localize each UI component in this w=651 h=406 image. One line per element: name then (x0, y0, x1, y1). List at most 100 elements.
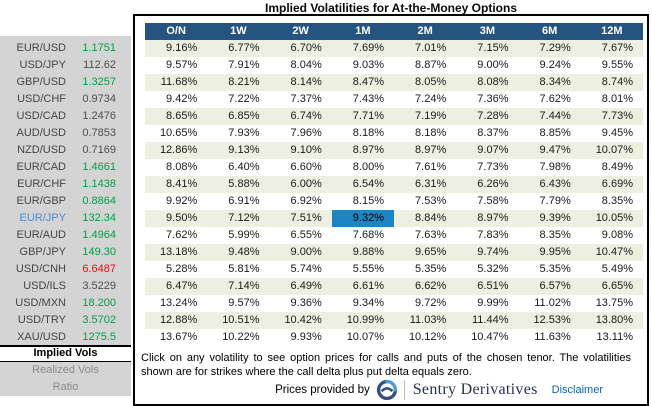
pair-row-usd-try[interactable]: USD/TRY 3.5702 (0, 312, 131, 329)
vol-cell-usd-chf-2m[interactable]: 7.24% (415, 93, 447, 105)
vol-cell-eur-jpy-o-n[interactable]: 9.50% (166, 212, 198, 224)
vol-cell-usd-cnh-2w[interactable]: 5.74% (290, 263, 322, 275)
vol-cell-eur-chf-1w[interactable]: 5.88% (228, 178, 260, 190)
vol-cell-eur-chf-6m[interactable]: 6.43% (539, 178, 571, 190)
tab-ratio[interactable]: Ratio (0, 379, 131, 396)
vol-cell-eur-chf-o-n[interactable]: 8.41% (166, 178, 198, 190)
vol-cell-gbp-jpy-1m[interactable]: 9.88% (352, 246, 384, 258)
vol-cell-eur-chf-2w[interactable]: 6.00% (290, 178, 322, 190)
vol-cell-nzd-usd-1m[interactable]: 8.97% (352, 144, 384, 156)
tab-realized-vols[interactable]: Realized Vols (0, 362, 131, 379)
vol-cell-gbp-usd-3m[interactable]: 8.08% (477, 76, 509, 88)
vol-cell-eur-jpy-2w[interactable]: 7.51% (290, 212, 322, 224)
vol-cell-eur-cad-2m[interactable]: 7.61% (415, 161, 447, 173)
vol-cell-aud-usd-3m[interactable]: 8.37% (477, 127, 509, 139)
vol-cell-usd-ils-1w[interactable]: 7.14% (228, 280, 260, 292)
vol-cell-usd-cad-1m[interactable]: 7.71% (352, 110, 384, 122)
vol-cell-usd-jpy-1m[interactable]: 9.03% (352, 59, 384, 71)
vol-cell-usd-cnh-3m[interactable]: 5.32% (477, 263, 509, 275)
vol-cell-xau-usd-2m[interactable]: 10.12% (408, 331, 447, 343)
vol-cell-eur-usd-3m[interactable]: 7.15% (477, 42, 509, 54)
pair-row-eur-jpy[interactable]: EUR/JPY 132.34 (0, 210, 131, 227)
vol-cell-usd-ils-o-n[interactable]: 6.47% (166, 280, 198, 292)
vol-cell-usd-cnh-o-n[interactable]: 5.28% (166, 263, 198, 275)
vol-cell-gbp-usd-2w[interactable]: 8.14% (290, 76, 322, 88)
pair-row-usd-mxn[interactable]: USD/MXN 18.200 (0, 295, 131, 312)
vol-cell-usd-cnh-1m[interactable]: 5.55% (352, 263, 384, 275)
pair-row-gbp-jpy[interactable]: GBP/JPY 149.30 (0, 244, 131, 261)
vol-cell-gbp-jpy-o-n[interactable]: 13.18% (159, 246, 198, 258)
vol-cell-usd-chf-1m[interactable]: 7.43% (352, 93, 384, 105)
vol-cell-usd-try-o-n[interactable]: 12.88% (159, 314, 198, 326)
vol-cell-nzd-usd-6m[interactable]: 9.47% (539, 144, 571, 156)
vol-cell-usd-try-1w[interactable]: 10.51% (222, 314, 260, 326)
vol-cell-xau-usd-12m[interactable]: 13.11% (596, 331, 634, 343)
vol-cell-usd-jpy-12m[interactable]: 9.55% (601, 59, 633, 71)
vol-cell-usd-mxn-12m[interactable]: 13.75% (595, 297, 633, 309)
vol-cell-usd-mxn-1m[interactable]: 9.34% (352, 297, 384, 309)
vol-cell-eur-cad-3m[interactable]: 7.73% (477, 161, 509, 173)
vol-cell-usd-mxn-o-n[interactable]: 13.24% (159, 297, 198, 309)
vol-cell-usd-jpy-o-n[interactable]: 9.57% (166, 59, 198, 71)
vol-cell-eur-jpy-12m[interactable]: 10.05% (595, 212, 633, 224)
vol-cell-eur-gbp-2m[interactable]: 7.53% (415, 195, 447, 207)
vol-cell-usd-jpy-2m[interactable]: 8.87% (415, 59, 447, 71)
vol-cell-xau-usd-2w[interactable]: 9.93% (290, 331, 322, 343)
vol-cell-xau-usd-1w[interactable]: 10.22% (222, 331, 260, 343)
vol-cell-eur-cad-o-n[interactable]: 8.08% (166, 161, 198, 173)
pair-row-eur-aud[interactable]: EUR/AUD 1.4964 (0, 227, 131, 244)
vol-cell-eur-gbp-6m[interactable]: 7.79% (539, 195, 571, 207)
vol-cell-usd-cnh-1w[interactable]: 5.81% (228, 263, 260, 275)
vol-cell-nzd-usd-12m[interactable]: 10.07% (595, 144, 633, 156)
vol-cell-usd-chf-3m[interactable]: 7.36% (477, 93, 509, 105)
vol-cell-gbp-usd-o-n[interactable]: 11.68% (160, 76, 198, 88)
vol-cell-aud-usd-1w[interactable]: 7.93% (228, 127, 260, 139)
vol-cell-eur-cad-2w[interactable]: 6.60% (290, 161, 322, 173)
vol-cell-eur-chf-12m[interactable]: 6.69% (601, 178, 633, 190)
pair-row-usd-jpy[interactable]: USD/JPY 112.62 (0, 57, 131, 74)
pair-row-aud-usd[interactable]: AUD/USD 0.7853 (0, 125, 131, 142)
vol-cell-gbp-usd-2m[interactable]: 8.05% (415, 76, 447, 88)
vol-cell-usd-chf-12m[interactable]: 8.01% (601, 93, 633, 105)
vol-cell-nzd-usd-3m[interactable]: 9.07% (477, 144, 509, 156)
vol-cell-nzd-usd-1w[interactable]: 9.13% (228, 144, 260, 156)
vol-cell-usd-mxn-2m[interactable]: 9.72% (415, 297, 447, 309)
vol-cell-aud-usd-o-n[interactable]: 10.65% (159, 127, 198, 139)
vol-cell-gbp-jpy-2w[interactable]: 9.00% (290, 246, 322, 258)
vol-cell-usd-jpy-2w[interactable]: 8.04% (290, 59, 322, 71)
vol-cell-aud-usd-1m[interactable]: 8.18% (352, 127, 384, 139)
vol-cell-eur-aud-2m[interactable]: 7.63% (415, 229, 447, 241)
vol-cell-usd-cnh-12m[interactable]: 5.49% (601, 263, 633, 275)
vol-cell-eur-cad-6m[interactable]: 7.98% (539, 161, 571, 173)
vol-cell-eur-usd-6m[interactable]: 7.29% (539, 42, 571, 54)
vol-cell-nzd-usd-2w[interactable]: 9.10% (290, 144, 322, 156)
vol-cell-usd-try-3m[interactable]: 11.44% (472, 314, 509, 326)
vol-cell-eur-usd-2w[interactable]: 6.70% (290, 42, 322, 54)
pair-row-xau-usd[interactable]: XAU/USD 1275.5 (0, 329, 131, 346)
vol-cell-eur-jpy-1m[interactable]: 9.32% (331, 210, 394, 227)
vol-cell-gbp-usd-1w[interactable]: 8.21% (228, 76, 260, 88)
vol-cell-eur-chf-3m[interactable]: 6.26% (477, 178, 509, 190)
vol-cell-usd-ils-6m[interactable]: 6.57% (539, 280, 571, 292)
vol-cell-eur-gbp-12m[interactable]: 8.35% (601, 195, 633, 207)
vol-cell-usd-try-6m[interactable]: 12.53% (533, 314, 571, 326)
vol-cell-usd-ils-12m[interactable]: 6.65% (601, 280, 633, 292)
vol-cell-usd-try-2w[interactable]: 10.42% (284, 314, 322, 326)
vol-cell-aud-usd-2w[interactable]: 7.96% (290, 127, 322, 139)
vol-cell-usd-mxn-2w[interactable]: 9.36% (290, 297, 322, 309)
vol-cell-eur-aud-2w[interactable]: 6.55% (290, 229, 322, 241)
vol-cell-usd-ils-2w[interactable]: 6.49% (290, 280, 322, 292)
vol-cell-xau-usd-1m[interactable]: 10.07% (346, 331, 384, 343)
vol-cell-usd-cad-o-n[interactable]: 8.65% (166, 110, 198, 122)
vol-cell-eur-usd-1w[interactable]: 6.77% (228, 42, 260, 54)
pair-row-usd-chf[interactable]: USD/CHF 0.9734 (0, 91, 131, 108)
vol-cell-eur-usd-12m[interactable]: 7.67% (601, 42, 633, 54)
vol-cell-gbp-jpy-12m[interactable]: 10.47% (595, 246, 633, 258)
vol-cell-eur-usd-2m[interactable]: 7.01% (415, 42, 447, 54)
vol-cell-eur-cad-12m[interactable]: 8.49% (601, 161, 633, 173)
vol-cell-eur-gbp-2w[interactable]: 6.92% (290, 195, 322, 207)
vol-cell-eur-aud-o-n[interactable]: 7.62% (166, 229, 198, 241)
vol-cell-eur-gbp-1m[interactable]: 8.15% (352, 195, 384, 207)
vol-cell-nzd-usd-2m[interactable]: 8.97% (415, 144, 447, 156)
pair-row-nzd-usd[interactable]: NZD/USD 0.7169 (0, 142, 131, 159)
